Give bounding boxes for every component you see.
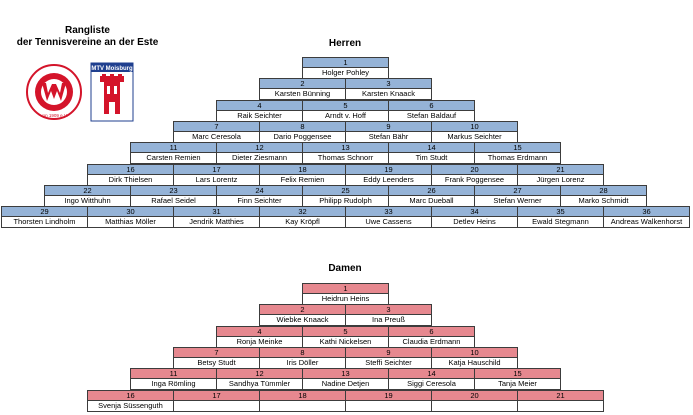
page-title: Rangliste der Tennisvereine an der Este — [0, 25, 175, 49]
damen-player-name — [345, 400, 432, 412]
herren-rank-number: 25 — [302, 184, 389, 196]
damen-rank-number: 2 — [259, 304, 346, 316]
herren-rank-number: 4 — [216, 99, 303, 111]
herren-rank-number: 1 — [302, 57, 389, 68]
herren-rank-number: 6 — [388, 99, 475, 111]
damen-rank-number: 1 — [302, 283, 389, 294]
damen-rank-number: 7 — [173, 346, 260, 358]
herren-rank-number: 7 — [173, 120, 260, 132]
svg-text:MTV Moisburg: MTV Moisburg — [91, 66, 133, 72]
herren-player-name: Andreas Walkenhorst — [603, 217, 690, 229]
herren-rank-number: 32 — [259, 206, 346, 218]
herren-rank-number: 29 — [1, 206, 88, 218]
herren-rank-number: 3 — [345, 78, 432, 90]
damen-rank-number: 18 — [259, 389, 346, 401]
damen-rank-number: 15 — [474, 368, 561, 380]
herren-rank-number: 5 — [302, 99, 389, 111]
damen-rank-number: 9 — [345, 346, 432, 358]
herren-title: Herren — [328, 38, 362, 49]
herren-rank-number: 20 — [431, 163, 518, 175]
damen-player-name — [517, 400, 604, 412]
herren-player-name: Detlev Heins — [431, 217, 518, 229]
damen-rank-number: 11 — [130, 368, 217, 380]
title-line-2: der Tennisvereine an der Este — [16, 37, 159, 48]
herren-rank-number: 15 — [474, 142, 561, 154]
herren-rank-number: 23 — [130, 184, 217, 196]
damen-player-name — [173, 400, 260, 412]
herren-player-name: Jendrik Matthies — [173, 217, 260, 229]
herren-rank-number: 26 — [388, 184, 475, 196]
herren-rank-number: 22 — [44, 184, 131, 196]
damen-rank-number: 12 — [216, 368, 303, 380]
herren-rank-number: 11 — [130, 142, 217, 154]
herren-rank-number: 28 — [560, 184, 647, 196]
herren-player-name: Uwe Cassens — [345, 217, 432, 229]
herren-player-name: Matthias Möller — [87, 217, 174, 229]
svg-text:von 1909 e.V.: von 1909 e.V. — [40, 113, 67, 118]
herren-rank-number: 21 — [517, 163, 604, 175]
damen-rank-number: 3 — [345, 304, 432, 316]
damen-rank-number: 19 — [345, 389, 432, 401]
damen-rank-number: 17 — [173, 389, 260, 401]
damen-rank-number: 4 — [216, 325, 303, 337]
herren-rank-number: 10 — [431, 120, 518, 132]
herren-rank-number: 30 — [87, 206, 174, 218]
damen-rank-number: 13 — [302, 368, 389, 380]
herren-rank-number: 24 — [216, 184, 303, 196]
damen-rank-number: 16 — [87, 389, 174, 401]
herren-rank-number: 17 — [173, 163, 260, 175]
herren-rank-number: 2 — [259, 78, 346, 90]
damen-rank-number: 10 — [431, 346, 518, 358]
damen-player-name: Svenja Süssenguth — [87, 400, 174, 412]
title-line-1: Rangliste — [64, 25, 110, 36]
herren-rank-number: 12 — [216, 142, 303, 154]
herren-rank-number: 9 — [345, 120, 432, 132]
herren-player-name: Thorsten Lindholm — [1, 217, 88, 229]
damen-player-name — [431, 400, 518, 412]
herren-rank-number: 19 — [345, 163, 432, 175]
herren-rank-number: 31 — [173, 206, 260, 218]
herren-rank-number: 34 — [431, 206, 518, 218]
damen-title: Damen — [328, 263, 362, 274]
damen-rank-number: 5 — [302, 325, 389, 337]
herren-rank-number: 18 — [259, 163, 346, 175]
sv-hollenstedt-logo: von 1909 e.V. — [26, 64, 82, 120]
damen-player-name — [259, 400, 346, 412]
damen-rank-number: 6 — [388, 325, 475, 337]
damen-rank-number: 8 — [259, 346, 346, 358]
herren-rank-number: 8 — [259, 120, 346, 132]
herren-rank-number: 14 — [388, 142, 475, 154]
damen-rank-number: 14 — [388, 368, 475, 380]
herren-rank-number: 13 — [302, 142, 389, 154]
herren-player-name: Ewald Stegmann — [517, 217, 604, 229]
herren-rank-number: 33 — [345, 206, 432, 218]
damen-rank-number: 20 — [431, 389, 518, 401]
herren-rank-number: 16 — [87, 163, 174, 175]
herren-rank-number: 35 — [517, 206, 604, 218]
herren-rank-number: 36 — [603, 206, 690, 218]
herren-player-name: Kay Kröpfl — [259, 217, 346, 229]
herren-rank-number: 27 — [474, 184, 561, 196]
damen-rank-number: 21 — [517, 389, 604, 401]
mtv-moisburg-logo: MTV Moisburg — [90, 62, 134, 122]
